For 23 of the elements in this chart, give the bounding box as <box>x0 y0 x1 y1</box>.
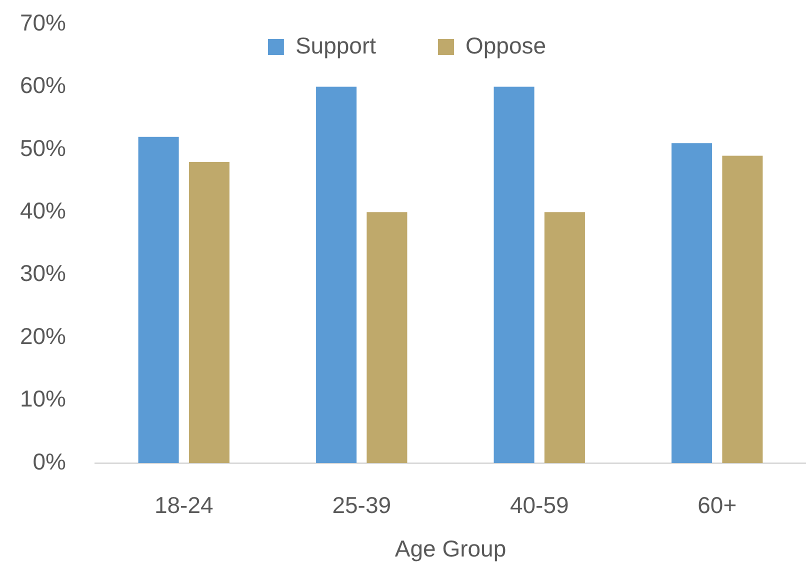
x-tick-label: 40-59 <box>510 492 569 518</box>
bar <box>366 212 408 463</box>
bar <box>544 212 585 463</box>
y-tick-label: 30% <box>20 260 66 286</box>
y-tick-label: 60% <box>20 72 66 98</box>
y-tick-label: 40% <box>20 197 66 224</box>
x-tick-label: 60+ <box>698 492 737 518</box>
x-tick-label: 25-39 <box>332 492 392 518</box>
y-tick-label: 20% <box>20 322 66 349</box>
y-tick-label: 70% <box>20 9 66 36</box>
bar <box>672 143 712 463</box>
legend-label: Support <box>295 32 377 58</box>
bar <box>722 156 763 463</box>
bar <box>188 162 230 463</box>
bar <box>138 136 179 463</box>
x-axis-title: Age Group <box>394 536 506 562</box>
bar <box>494 86 534 463</box>
y-tick-label: 0% <box>32 448 66 474</box>
y-tick-label: 50% <box>20 134 66 161</box>
bar <box>316 86 357 463</box>
y-tick-label: 10% <box>20 386 66 412</box>
x-tick-label: 18-24 <box>154 492 214 518</box>
legend-label: Oppose <box>466 32 546 58</box>
